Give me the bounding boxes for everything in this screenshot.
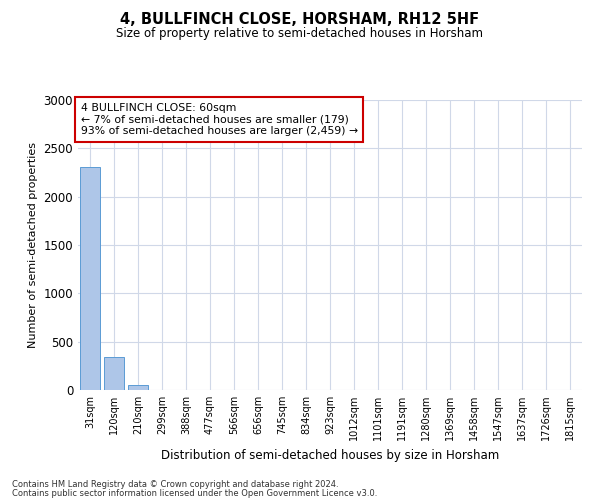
X-axis label: Distribution of semi-detached houses by size in Horsham: Distribution of semi-detached houses by … xyxy=(161,448,499,462)
Bar xyxy=(80,166,100,390)
Text: Contains public sector information licensed under the Open Government Licence v3: Contains public sector information licen… xyxy=(12,488,377,498)
Text: Size of property relative to semi-detached houses in Horsham: Size of property relative to semi-detach… xyxy=(116,28,484,40)
Text: 4, BULLFINCH CLOSE, HORSHAM, RH12 5HF: 4, BULLFINCH CLOSE, HORSHAM, RH12 5HF xyxy=(121,12,479,28)
Bar xyxy=(128,385,148,390)
Text: Contains HM Land Registry data © Crown copyright and database right 2024.: Contains HM Land Registry data © Crown c… xyxy=(12,480,338,489)
Text: 4 BULLFINCH CLOSE: 60sqm
← 7% of semi-detached houses are smaller (179)
93% of s: 4 BULLFINCH CLOSE: 60sqm ← 7% of semi-de… xyxy=(80,103,358,136)
Bar xyxy=(104,357,124,390)
Y-axis label: Number of semi-detached properties: Number of semi-detached properties xyxy=(28,142,38,348)
